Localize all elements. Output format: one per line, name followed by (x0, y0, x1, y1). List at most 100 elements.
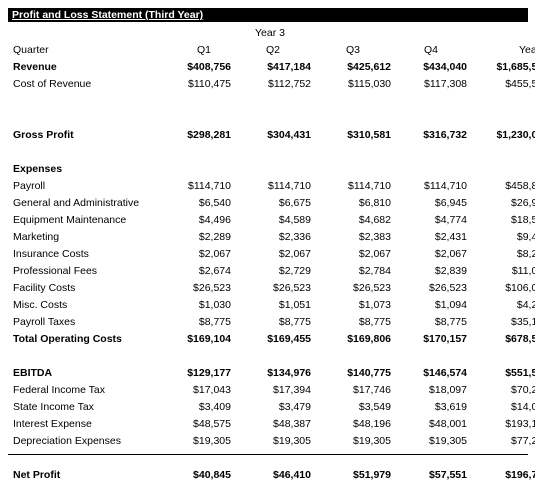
spacer-cell (315, 450, 395, 467)
row-value: $6,675 (278, 197, 311, 209)
table-row: Marketing $2,289 $2,336 $2,383 $2,431 $9,439 (8, 229, 535, 246)
row-value: $4,589 (278, 214, 311, 226)
row-value: $18,541 (511, 214, 535, 226)
row-label: Revenue (13, 61, 57, 73)
spacer-cell (315, 93, 395, 110)
statement-title: Profit and Loss Statement (Third Year) (8, 8, 528, 22)
row-value: $114,710 (423, 180, 467, 192)
row-value: $2,067 (434, 248, 467, 260)
spacer-cell (235, 93, 315, 110)
row-label: Net Profit (13, 469, 61, 481)
row-value: $129,177 (187, 367, 231, 379)
row-label: Equipment Maintenance (13, 214, 127, 226)
spacer-cell (177, 93, 235, 110)
row-value: $3,409 (198, 401, 231, 413)
spacer-cell (8, 450, 177, 467)
row-value: $3,549 (358, 401, 391, 413)
table-row: Depreciation Expenses $19,305 $19,305 $19,3… (8, 433, 535, 450)
row-value: $3,479 (278, 401, 311, 413)
row-value: $316,732 (423, 129, 467, 141)
row-label: Gross Profit (13, 129, 74, 141)
row-value: $169,806 (347, 333, 391, 345)
pl-table: Quarter Q1 Q2 Q3 Q4 Year 3 Revenue $408,7… (8, 42, 535, 484)
column-header-year3: Year 3 (519, 44, 535, 56)
row-value: $112,752 (267, 78, 311, 90)
row-value: $551,503 (505, 367, 535, 379)
spacer-row (8, 348, 535, 365)
table-row: Cost of Revenue $110,475 $112,752 $115,030 $… (8, 76, 535, 93)
row-label: General and Administrative (13, 197, 140, 209)
row-value: $11,025 (511, 265, 535, 277)
table-row: Professional Fees $2,674 $2,729 $2,784 $2,83… (8, 263, 535, 280)
spacer-cell (177, 110, 235, 127)
spacer-row (8, 144, 535, 161)
spacer-cell (8, 144, 177, 161)
row-value: $425,612 (347, 61, 391, 73)
row-value: $48,575 (193, 418, 231, 430)
row-value: $8,269 (516, 248, 535, 260)
spacer-cell (395, 110, 471, 127)
row-value: $6,810 (358, 197, 391, 209)
row-label: Cost of Revenue (13, 78, 92, 90)
row-value: $114,710 (267, 180, 311, 192)
spacer-cell (395, 450, 471, 467)
table-row: Misc. Costs $1,030 $1,051 $1,073 $1,094 $4,24… (8, 297, 535, 314)
row-value: $46,410 (273, 469, 311, 481)
row-value: $8,775 (358, 316, 391, 328)
row-value: $3,619 (434, 401, 467, 413)
row-value: $117,308 (423, 78, 467, 90)
row-value: $196,786 (505, 469, 535, 481)
row-value: $170,157 (423, 333, 467, 345)
row-value: $678,522 (505, 333, 535, 345)
row-value: $70,281 (511, 384, 535, 396)
spacer-cell (235, 144, 315, 161)
row-value: $114,710 (347, 180, 391, 192)
column-header-q4: Q4 (423, 44, 438, 56)
row-value: $8,775 (198, 316, 231, 328)
row-value: $4,682 (358, 214, 391, 226)
row-value: $8,775 (434, 316, 467, 328)
row-value: $26,969 (511, 197, 535, 209)
table-row: Insurance Costs $2,067 $2,067 $2,067 $2,067 $… (8, 246, 535, 263)
row-label: Expenses (13, 163, 63, 175)
row-value: $146,574 (423, 367, 467, 379)
row-value: $19,305 (429, 435, 467, 447)
row-value: $8,775 (278, 316, 311, 328)
row-value: $57,551 (429, 469, 467, 481)
row-value: $417,184 (267, 61, 311, 73)
row-value: $51,979 (353, 469, 391, 481)
row-label: Professional Fees (13, 265, 98, 277)
row-value: $26,523 (193, 282, 231, 294)
row-label: Total Operating Costs (13, 333, 122, 345)
spacer-cell (8, 110, 177, 127)
row-value: $19,305 (353, 435, 391, 447)
table-row: General and Administrative $6,540 $6,675 $6… (8, 195, 535, 212)
row-value: $17,394 (273, 384, 311, 396)
row-value: $2,289 (198, 231, 231, 243)
row-value: $304,431 (267, 129, 311, 141)
spacer-cell (177, 144, 235, 161)
row-value: $4,774 (434, 214, 467, 226)
row-value: $18,097 (429, 384, 467, 396)
row-value (235, 161, 315, 178)
table-row: Revenue $408,756 $417,184 $425,612 $434,040 $… (8, 59, 535, 76)
row-value: $2,336 (278, 231, 311, 243)
table-row: Interest Expense $48,575 $48,387 $48,196 $48… (8, 416, 535, 433)
spacer-cell (315, 348, 395, 365)
spacer-cell (235, 110, 315, 127)
row-value (177, 161, 235, 178)
row-value: $169,104 (187, 333, 231, 345)
row-value: $458,839 (505, 180, 535, 192)
row-value: $17,043 (193, 384, 231, 396)
row-label: State Income Tax (13, 401, 94, 413)
row-value: $114,710 (187, 180, 231, 192)
row-value: $2,784 (358, 265, 391, 277)
spacer-cell (395, 144, 471, 161)
row-value: $169,455 (267, 333, 311, 345)
row-value: $2,067 (358, 248, 391, 260)
spacer-cell (471, 348, 535, 365)
row-value: $2,729 (278, 265, 311, 277)
row-value: $1,230,026 (496, 129, 535, 141)
row-value: $408,756 (187, 61, 231, 73)
